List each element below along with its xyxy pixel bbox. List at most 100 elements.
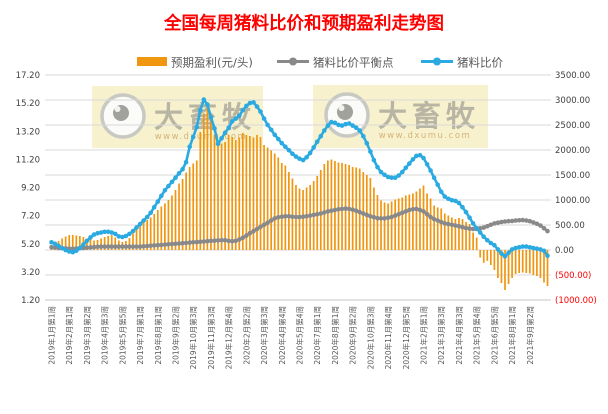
bar bbox=[429, 198, 432, 250]
bar bbox=[213, 135, 216, 250]
data-point bbox=[453, 198, 458, 204]
data-point bbox=[52, 245, 58, 250]
data-point bbox=[385, 174, 391, 180]
data-point bbox=[95, 244, 100, 250]
x-axis-tick: 2019年9月第2周 bbox=[171, 306, 181, 365]
bar bbox=[507, 250, 510, 284]
data-point bbox=[417, 152, 423, 158]
bar bbox=[291, 178, 294, 250]
bar bbox=[323, 164, 326, 250]
bar bbox=[465, 222, 467, 250]
data-point bbox=[524, 218, 529, 223]
data-point bbox=[357, 209, 363, 215]
data-point bbox=[520, 217, 525, 223]
x-axis-tick: 2019年2月第1周 bbox=[64, 306, 74, 365]
x-axis-tick: 2021年5月第4周 bbox=[472, 306, 482, 365]
data-point bbox=[258, 224, 263, 230]
bar bbox=[532, 250, 535, 275]
data-point bbox=[201, 239, 207, 244]
data-point bbox=[251, 100, 256, 105]
data-point bbox=[162, 188, 168, 193]
bar bbox=[249, 136, 251, 250]
data-point bbox=[322, 128, 327, 133]
data-point bbox=[233, 238, 238, 244]
data-point bbox=[446, 196, 451, 202]
data-point bbox=[268, 127, 274, 133]
bar bbox=[404, 195, 407, 250]
data-point bbox=[52, 241, 58, 247]
bar bbox=[171, 195, 173, 250]
bar bbox=[426, 193, 428, 250]
x-axis-tick: 2019年11月第3周 bbox=[206, 306, 216, 369]
data-point bbox=[495, 247, 501, 252]
legend-label-ratio: 猪料比价 bbox=[457, 56, 503, 70]
data-point bbox=[350, 207, 356, 212]
data-point bbox=[371, 157, 377, 163]
data-point bbox=[449, 197, 455, 203]
data-point bbox=[244, 233, 249, 238]
data-point bbox=[247, 100, 253, 106]
data-point bbox=[385, 215, 391, 220]
data-point bbox=[240, 107, 246, 113]
data-point bbox=[368, 214, 373, 219]
data-point bbox=[311, 145, 317, 150]
data-point bbox=[502, 219, 508, 224]
bar bbox=[160, 206, 163, 250]
bar bbox=[188, 167, 191, 250]
data-point bbox=[513, 218, 518, 223]
data-point bbox=[431, 175, 437, 180]
left-axis-tick: 1.20 bbox=[21, 296, 40, 306]
data-point bbox=[141, 244, 146, 249]
data-point bbox=[159, 242, 164, 248]
bar bbox=[486, 250, 489, 261]
bar bbox=[68, 235, 71, 250]
data-point bbox=[215, 238, 221, 243]
bar bbox=[146, 220, 149, 250]
bar bbox=[103, 237, 106, 250]
bar bbox=[110, 235, 113, 250]
data-point bbox=[463, 209, 469, 215]
bar bbox=[500, 250, 503, 283]
data-point bbox=[84, 238, 90, 244]
bar bbox=[203, 113, 205, 250]
data-point bbox=[428, 214, 433, 220]
data-point bbox=[293, 214, 299, 220]
data-point bbox=[481, 234, 487, 239]
data-point bbox=[286, 214, 292, 219]
data-point bbox=[59, 245, 65, 251]
data-point bbox=[56, 243, 61, 249]
bar bbox=[422, 185, 425, 250]
data-point bbox=[300, 157, 306, 163]
data-point bbox=[297, 156, 302, 161]
data-point bbox=[272, 216, 278, 221]
data-point bbox=[98, 230, 104, 235]
x-axis-tick: 2019年12月第4周 bbox=[224, 306, 234, 369]
data-point bbox=[463, 225, 469, 231]
data-point bbox=[467, 215, 472, 220]
bar bbox=[156, 210, 159, 250]
data-point bbox=[159, 193, 164, 199]
data-point bbox=[229, 238, 235, 244]
data-point bbox=[407, 161, 412, 166]
data-point bbox=[378, 169, 384, 175]
data-point bbox=[325, 123, 331, 128]
data-point bbox=[95, 230, 100, 236]
data-point bbox=[435, 182, 441, 187]
data-point bbox=[300, 214, 306, 219]
data-point bbox=[141, 218, 146, 223]
data-point bbox=[329, 208, 334, 213]
bar bbox=[302, 190, 304, 250]
data-point bbox=[283, 214, 288, 219]
data-point bbox=[233, 116, 238, 121]
x-axis-tick: 2020年4月第4周 bbox=[277, 306, 287, 365]
x-axis-tick: 2019年8月第1周 bbox=[153, 306, 163, 365]
x-axis-tick: 2019年4月第3周 bbox=[100, 306, 110, 365]
bar bbox=[489, 250, 492, 265]
data-point bbox=[421, 209, 426, 214]
data-point bbox=[293, 154, 299, 159]
data-point bbox=[194, 124, 200, 130]
data-point bbox=[144, 243, 150, 249]
data-point bbox=[400, 169, 405, 175]
x-axis-tick: 2020年5月第4周 bbox=[295, 306, 305, 365]
